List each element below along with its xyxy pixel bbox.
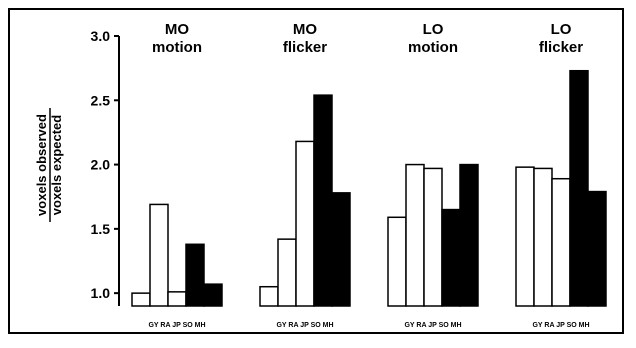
category-labels: GY RA JP SO MH: [276, 322, 333, 329]
bar-ra: [405, 163, 425, 307]
bar-gy: [515, 166, 535, 307]
bar-gy: [131, 292, 151, 307]
bar-jp: [167, 291, 187, 307]
bar-jp: [551, 177, 571, 307]
group-title-line2: flicker: [283, 39, 327, 56]
bar-mh: [459, 163, 479, 307]
y-tick-label: 2.0: [91, 157, 111, 173]
group-title-line1: LO: [551, 21, 572, 38]
y-axis: 1.0 1.5 2.0 2.5 3.0: [91, 28, 120, 306]
y-tick-label: 1.0: [91, 285, 111, 301]
group-title-line1: MO: [293, 21, 317, 38]
bar-so: [569, 69, 589, 307]
bar-mh: [331, 192, 351, 307]
bar-gy: [387, 216, 407, 307]
bar-so: [185, 243, 205, 307]
bar-mh: [587, 190, 607, 307]
group-title-line1: LO: [423, 21, 444, 38]
bar-ra: [533, 167, 553, 307]
y-tick-label: 3.0: [91, 28, 111, 44]
category-labels: GY RA JP SO MH: [532, 322, 589, 329]
category-labels: GY RA JP SO MH: [148, 322, 205, 329]
bar-ra: [149, 203, 169, 307]
bar-mh: [203, 283, 223, 307]
group-title-line2: motion: [408, 39, 458, 56]
y-tick-label: 2.5: [91, 92, 111, 108]
group-title-line1: MO: [165, 21, 189, 38]
group-title-line2: motion: [152, 39, 202, 56]
y-axis-label-numerator: voxels observed: [34, 114, 49, 216]
bar-jp: [423, 167, 443, 307]
bar-so: [313, 94, 333, 307]
category-labels: GY RA JP SO MH: [404, 322, 461, 329]
bar-gy: [259, 285, 279, 307]
group-title-line2: flicker: [539, 39, 583, 56]
y-tick-label: 1.5: [91, 221, 111, 237]
y-axis-label-denominator: voxels expected: [49, 115, 64, 216]
y-axis-label: voxels observed voxels expected: [34, 108, 64, 222]
bar-ra: [277, 238, 297, 307]
bar-so: [441, 208, 461, 307]
bar-jp: [295, 140, 315, 307]
